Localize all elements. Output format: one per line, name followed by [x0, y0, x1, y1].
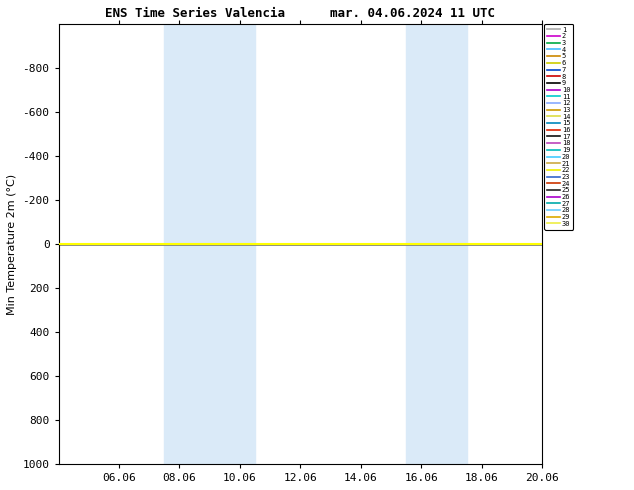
Bar [224, 24, 255, 464]
Bar [164, 24, 224, 464]
Bar [406, 24, 436, 464]
Legend: 1, 2, 3, 4, 5, 6, 7, 8, 9, 10, 11, 12, 13, 14, 15, 16, 17, 18, 19, 20, 21, 22, 2: 1, 2, 3, 4, 5, 6, 7, 8, 9, 10, 11, 12, 1… [545, 24, 573, 230]
Bar [436, 24, 467, 464]
Title: ENS Time Series Valencia      mar. 04.06.2024 11 UTC: ENS Time Series Valencia mar. 04.06.2024… [105, 7, 495, 20]
Y-axis label: Min Temperature 2m (°C): Min Temperature 2m (°C) [7, 173, 17, 315]
